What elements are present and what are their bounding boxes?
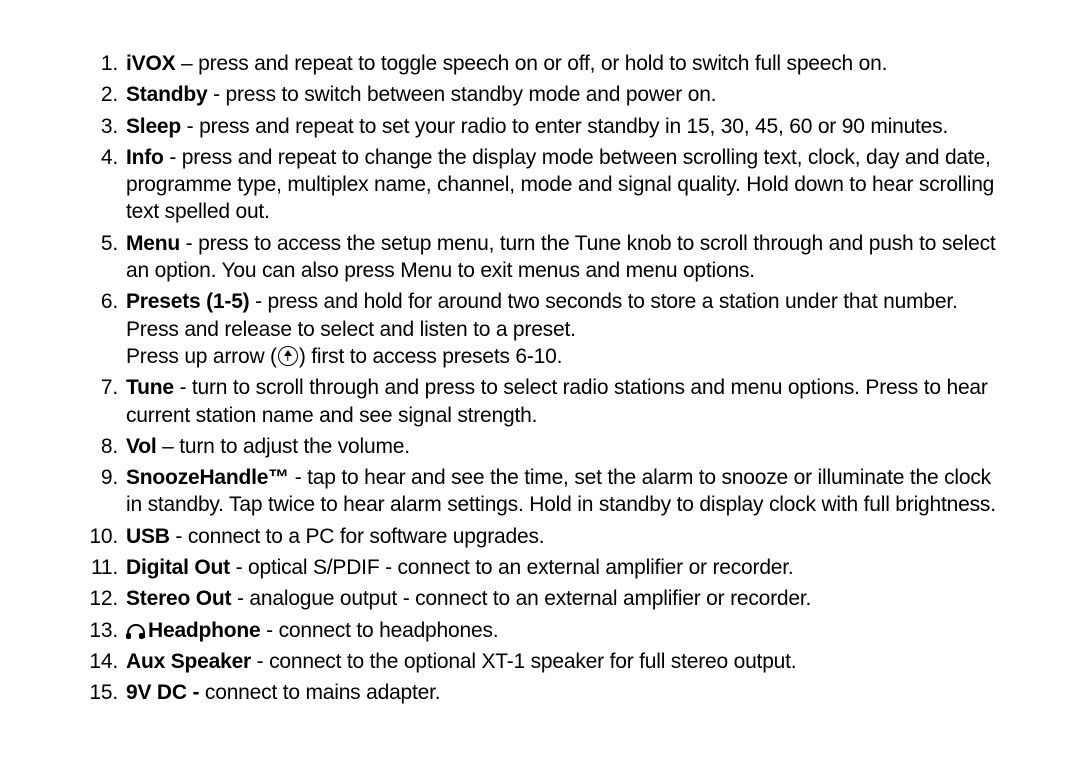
item-text: SnoozeHandle™ - tap to hear and see the … (126, 466, 996, 516)
list-item: Stereo Out - analogue output - connect t… (78, 585, 1002, 612)
item-text: 9V DC - connect to mains adapter. (126, 681, 440, 704)
list-item: Aux Speaker - connect to the optional XT… (78, 648, 1002, 675)
controls-list: iVOX – press and repeat to toggle speech… (78, 50, 1002, 707)
item-desc: press and repeat to toggle speech on or … (198, 52, 887, 75)
item-text: iVOX – press and repeat to toggle speech… (126, 52, 887, 75)
item-label: Digital Out (126, 556, 230, 579)
item-text: Sleep - press and repeat to set your rad… (126, 115, 948, 138)
up-arrow-icon (278, 346, 298, 366)
item-label: Tune (126, 376, 174, 399)
item-label: Aux Speaker (126, 650, 251, 673)
list-item: Headphone - connect to headphones. (78, 617, 1002, 644)
item-desc: optical S/PDIF - connect to an external … (248, 556, 794, 579)
item-text: USB - connect to a PC for software upgra… (126, 525, 544, 548)
manual-page: iVOX – press and repeat to toggle speech… (0, 0, 1080, 751)
item-text: Tune - turn to scroll through and press … (126, 376, 988, 426)
item-label: Headphone (148, 619, 261, 642)
item-label: Standby (126, 83, 207, 106)
item-text: Info - press and repeat to change the di… (126, 146, 994, 224)
item-text: Headphone - connect to headphones. (126, 619, 498, 642)
item-desc: connect to headphones. (279, 619, 499, 642)
item-label: Sleep (126, 115, 181, 138)
item-sep: - (187, 681, 205, 704)
item-desc: turn to scroll through and press to sele… (126, 376, 988, 426)
headphone-icon (126, 623, 144, 639)
item-desc: press and repeat to set your radio to en… (199, 115, 948, 138)
item-label: USB (126, 525, 170, 548)
list-item: Tune - turn to scroll through and press … (78, 374, 1002, 429)
item-desc: press and hold for around two seconds to… (126, 290, 958, 340)
item-text: Standby - press to switch between standb… (126, 83, 716, 106)
item-desc: connect to the optional XT-1 speaker for… (269, 650, 796, 673)
item-extra-pre: Press up arrow ( (126, 345, 277, 368)
list-item: Vol – turn to adjust the volume. (78, 433, 1002, 460)
list-item: SnoozeHandle™ - tap to hear and see the … (78, 464, 1002, 519)
item-label: Vol (126, 435, 157, 458)
item-label: Info (126, 146, 164, 169)
item-text: Menu - press to access the setup menu, t… (126, 232, 996, 282)
item-label: Stereo Out (126, 587, 231, 610)
list-item: Menu - press to access the setup menu, t… (78, 230, 1002, 285)
item-text: Stereo Out - analogue output - connect t… (126, 587, 811, 610)
list-item: Sleep - press and repeat to set your rad… (78, 113, 1002, 140)
item-text: Vol – turn to adjust the volume. (126, 435, 410, 458)
list-item: 9V DC - connect to mains adapter. (78, 679, 1002, 706)
list-item: iVOX – press and repeat to toggle speech… (78, 50, 1002, 77)
item-label: Presets (1-5) (126, 290, 249, 313)
item-label: Menu (126, 232, 180, 255)
item-text: Digital Out - optical S/PDIF - connect t… (126, 556, 794, 579)
item-label: SnoozeHandle™ (126, 466, 289, 489)
list-item: Info - press and repeat to change the di… (78, 144, 1002, 226)
item-desc: connect to mains adapter. (205, 681, 441, 704)
list-item: Standby - press to switch between standb… (78, 81, 1002, 108)
item-desc: press to access the setup menu, turn the… (126, 232, 996, 282)
item-desc: turn to adjust the volume. (179, 435, 410, 458)
list-item: Digital Out - optical S/PDIF - connect t… (78, 554, 1002, 581)
list-item: USB - connect to a PC for software upgra… (78, 523, 1002, 550)
item-desc: press to switch between standby mode and… (226, 83, 717, 106)
item-text: Presets (1-5) - press and hold for aroun… (126, 290, 958, 368)
item-extra-post: ) first to access presets 6-10. (299, 345, 562, 368)
list-item: Presets (1-5) - press and hold for aroun… (78, 288, 1002, 370)
item-desc: press and repeat to change the display m… (126, 146, 994, 224)
item-label: 9V DC (126, 681, 187, 704)
item-label: iVOX (126, 52, 175, 75)
item-desc: analogue output - connect to an external… (249, 587, 811, 610)
item-desc: connect to a PC for software upgrades. (188, 525, 545, 548)
item-text: Aux Speaker - connect to the optional XT… (126, 650, 796, 673)
